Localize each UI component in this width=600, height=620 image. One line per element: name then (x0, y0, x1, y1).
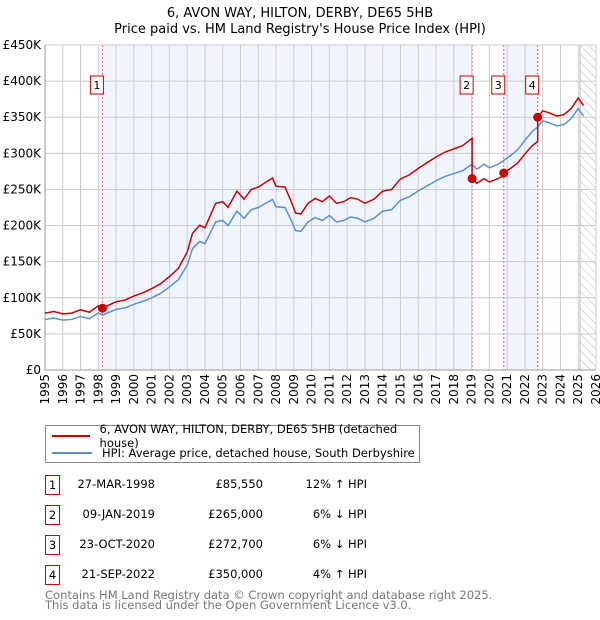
footer-copyright: Contains HM Land Registry data © Crown c… (45, 588, 493, 602)
sale-date: 23-OCT-2020 (79, 537, 155, 551)
sale-row: 3 23-OCT-2020 £272,700 6% ↓ HPI (45, 535, 405, 555)
x-tick-label: 2007 (251, 374, 265, 405)
red-line-swatch (52, 435, 90, 437)
x-tick-label: 1999 (109, 374, 123, 405)
sale-number-badge: 1 (45, 475, 60, 495)
sale-label: 3 (495, 79, 502, 92)
sale-point (467, 174, 477, 184)
sale-label-box (491, 75, 506, 95)
chart-subtitle: Price paid vs. HM Land Registry's House … (114, 22, 486, 37)
x-tick-label: 2022 (518, 374, 532, 405)
x-tick-label: 2014 (376, 374, 390, 405)
sale-point (533, 112, 543, 122)
x-tick-label: 2000 (127, 374, 141, 405)
y-tick-label: £100K (3, 291, 43, 305)
sale-hpi-diff: 6% ↓ HPI (312, 507, 367, 521)
x-tick-label: 1998 (91, 374, 105, 405)
sale-price: £350,000 (208, 567, 263, 581)
legend-label: HPI: Average price, detached house, Sout… (102, 446, 415, 460)
sale-date: 09-JAN-2019 (82, 507, 156, 521)
x-tick-label: 2024 (553, 374, 567, 405)
sale-point (97, 303, 107, 313)
sale-hpi-diff: 6% ↓ HPI (312, 537, 367, 551)
x-tick-label: 2005 (216, 374, 230, 405)
x-tick-label: 2019 (465, 374, 479, 405)
y-tick-label: £350K (3, 110, 43, 124)
sale-row: 1 27-MAR-1998 £85,550 12% ↑ HPI (45, 475, 405, 495)
sale-label-box (89, 75, 104, 95)
sale-price: £272,700 (208, 537, 263, 551)
y-tick-label: £400K (3, 74, 43, 88)
footer-licence: This data is licensed under the Open Gov… (45, 598, 412, 612)
y-tick-label: £200K (3, 219, 43, 233)
x-tick-label: 2026 (589, 374, 600, 405)
sale-row: 4 21-SEP-2022 £350,000 4% ↑ HPI (45, 565, 405, 585)
legend: 6, AVON WAY, HILTON, DERBY, DE65 5HB (de… (45, 422, 420, 463)
y-tick-label: £50K (10, 327, 42, 341)
x-tick-label: 2025 (571, 374, 585, 405)
sale-price: £265,000 (208, 507, 263, 521)
x-tick-label: 2013 (358, 374, 372, 405)
x-tick-label: 2023 (536, 374, 550, 405)
x-tick-label: 2004 (198, 374, 212, 405)
x-tick-label: 1996 (56, 374, 70, 405)
x-tick-label: 1997 (74, 374, 88, 405)
x-tick-label: 2006 (234, 374, 248, 405)
x-tick-label: 2012 (340, 374, 354, 405)
sale-hpi-diff: 4% ↑ HPI (312, 567, 367, 581)
y-tick-label: £150K (3, 255, 43, 269)
x-tick-label: 2017 (429, 374, 443, 405)
sale-date: 27-MAR-1998 (77, 477, 155, 491)
shaded-period (102, 45, 473, 370)
y-tick-label: £300K (3, 146, 43, 160)
x-tick-label: 2003 (180, 374, 194, 405)
x-tick-label: 2016 (411, 374, 425, 405)
sale-label-box (525, 75, 540, 95)
x-tick-label: 2021 (500, 374, 514, 405)
x-tick-label: 2010 (305, 374, 319, 405)
sale-label: 2 (463, 79, 470, 92)
sale-row: 2 09-JAN-2019 £265,000 6% ↓ HPI (45, 505, 405, 525)
x-tick-label: 2002 (162, 374, 176, 405)
y-tick-label: £250K (3, 182, 43, 196)
chart-title: 6, AVON WAY, HILTON, DERBY, DE65 5HB (167, 6, 433, 21)
sale-price: £85,550 (215, 477, 263, 491)
price-chart: 6, AVON WAY, HILTON, DERBY, DE65 5HB Pri… (3, 6, 600, 405)
sale-label: 4 (529, 79, 536, 92)
hpi-line (44, 107, 585, 321)
x-tick-label: 2015 (393, 374, 407, 405)
blue-line-swatch (52, 452, 92, 454)
legend-item-hpi: HPI: Average price, detached house, Sout… (52, 445, 415, 461)
sale-number-badge: 4 (45, 565, 60, 585)
sale-date: 21-SEP-2022 (81, 567, 155, 581)
legend-item-price: 6, AVON WAY, HILTON, DERBY, DE65 5HB (de… (52, 422, 419, 450)
x-tick-label: 2011 (322, 374, 336, 405)
x-tick-label: 2018 (447, 374, 461, 405)
forecast-hatch (579, 44, 597, 371)
y-tick-label: £450K (3, 38, 43, 52)
shaded-period (503, 45, 538, 370)
sale-number-badge: 2 (45, 505, 60, 525)
y-tick-label: £0 (26, 363, 41, 377)
x-tick-label: 2001 (145, 374, 159, 405)
sale-number-badge: 3 (45, 535, 60, 555)
sale-point (499, 168, 509, 178)
x-tick-label: 1995 (38, 374, 52, 405)
x-tick-label: 2008 (269, 374, 283, 405)
sale-label: 1 (93, 79, 100, 92)
x-tick-label: 2009 (287, 374, 301, 405)
sale-hpi-diff: 12% ↑ HPI (305, 477, 367, 491)
legend-label: 6, AVON WAY, HILTON, DERBY, DE65 5HB (de… (99, 422, 398, 450)
sale-label-box (459, 75, 474, 95)
x-tick-label: 2020 (482, 374, 496, 405)
